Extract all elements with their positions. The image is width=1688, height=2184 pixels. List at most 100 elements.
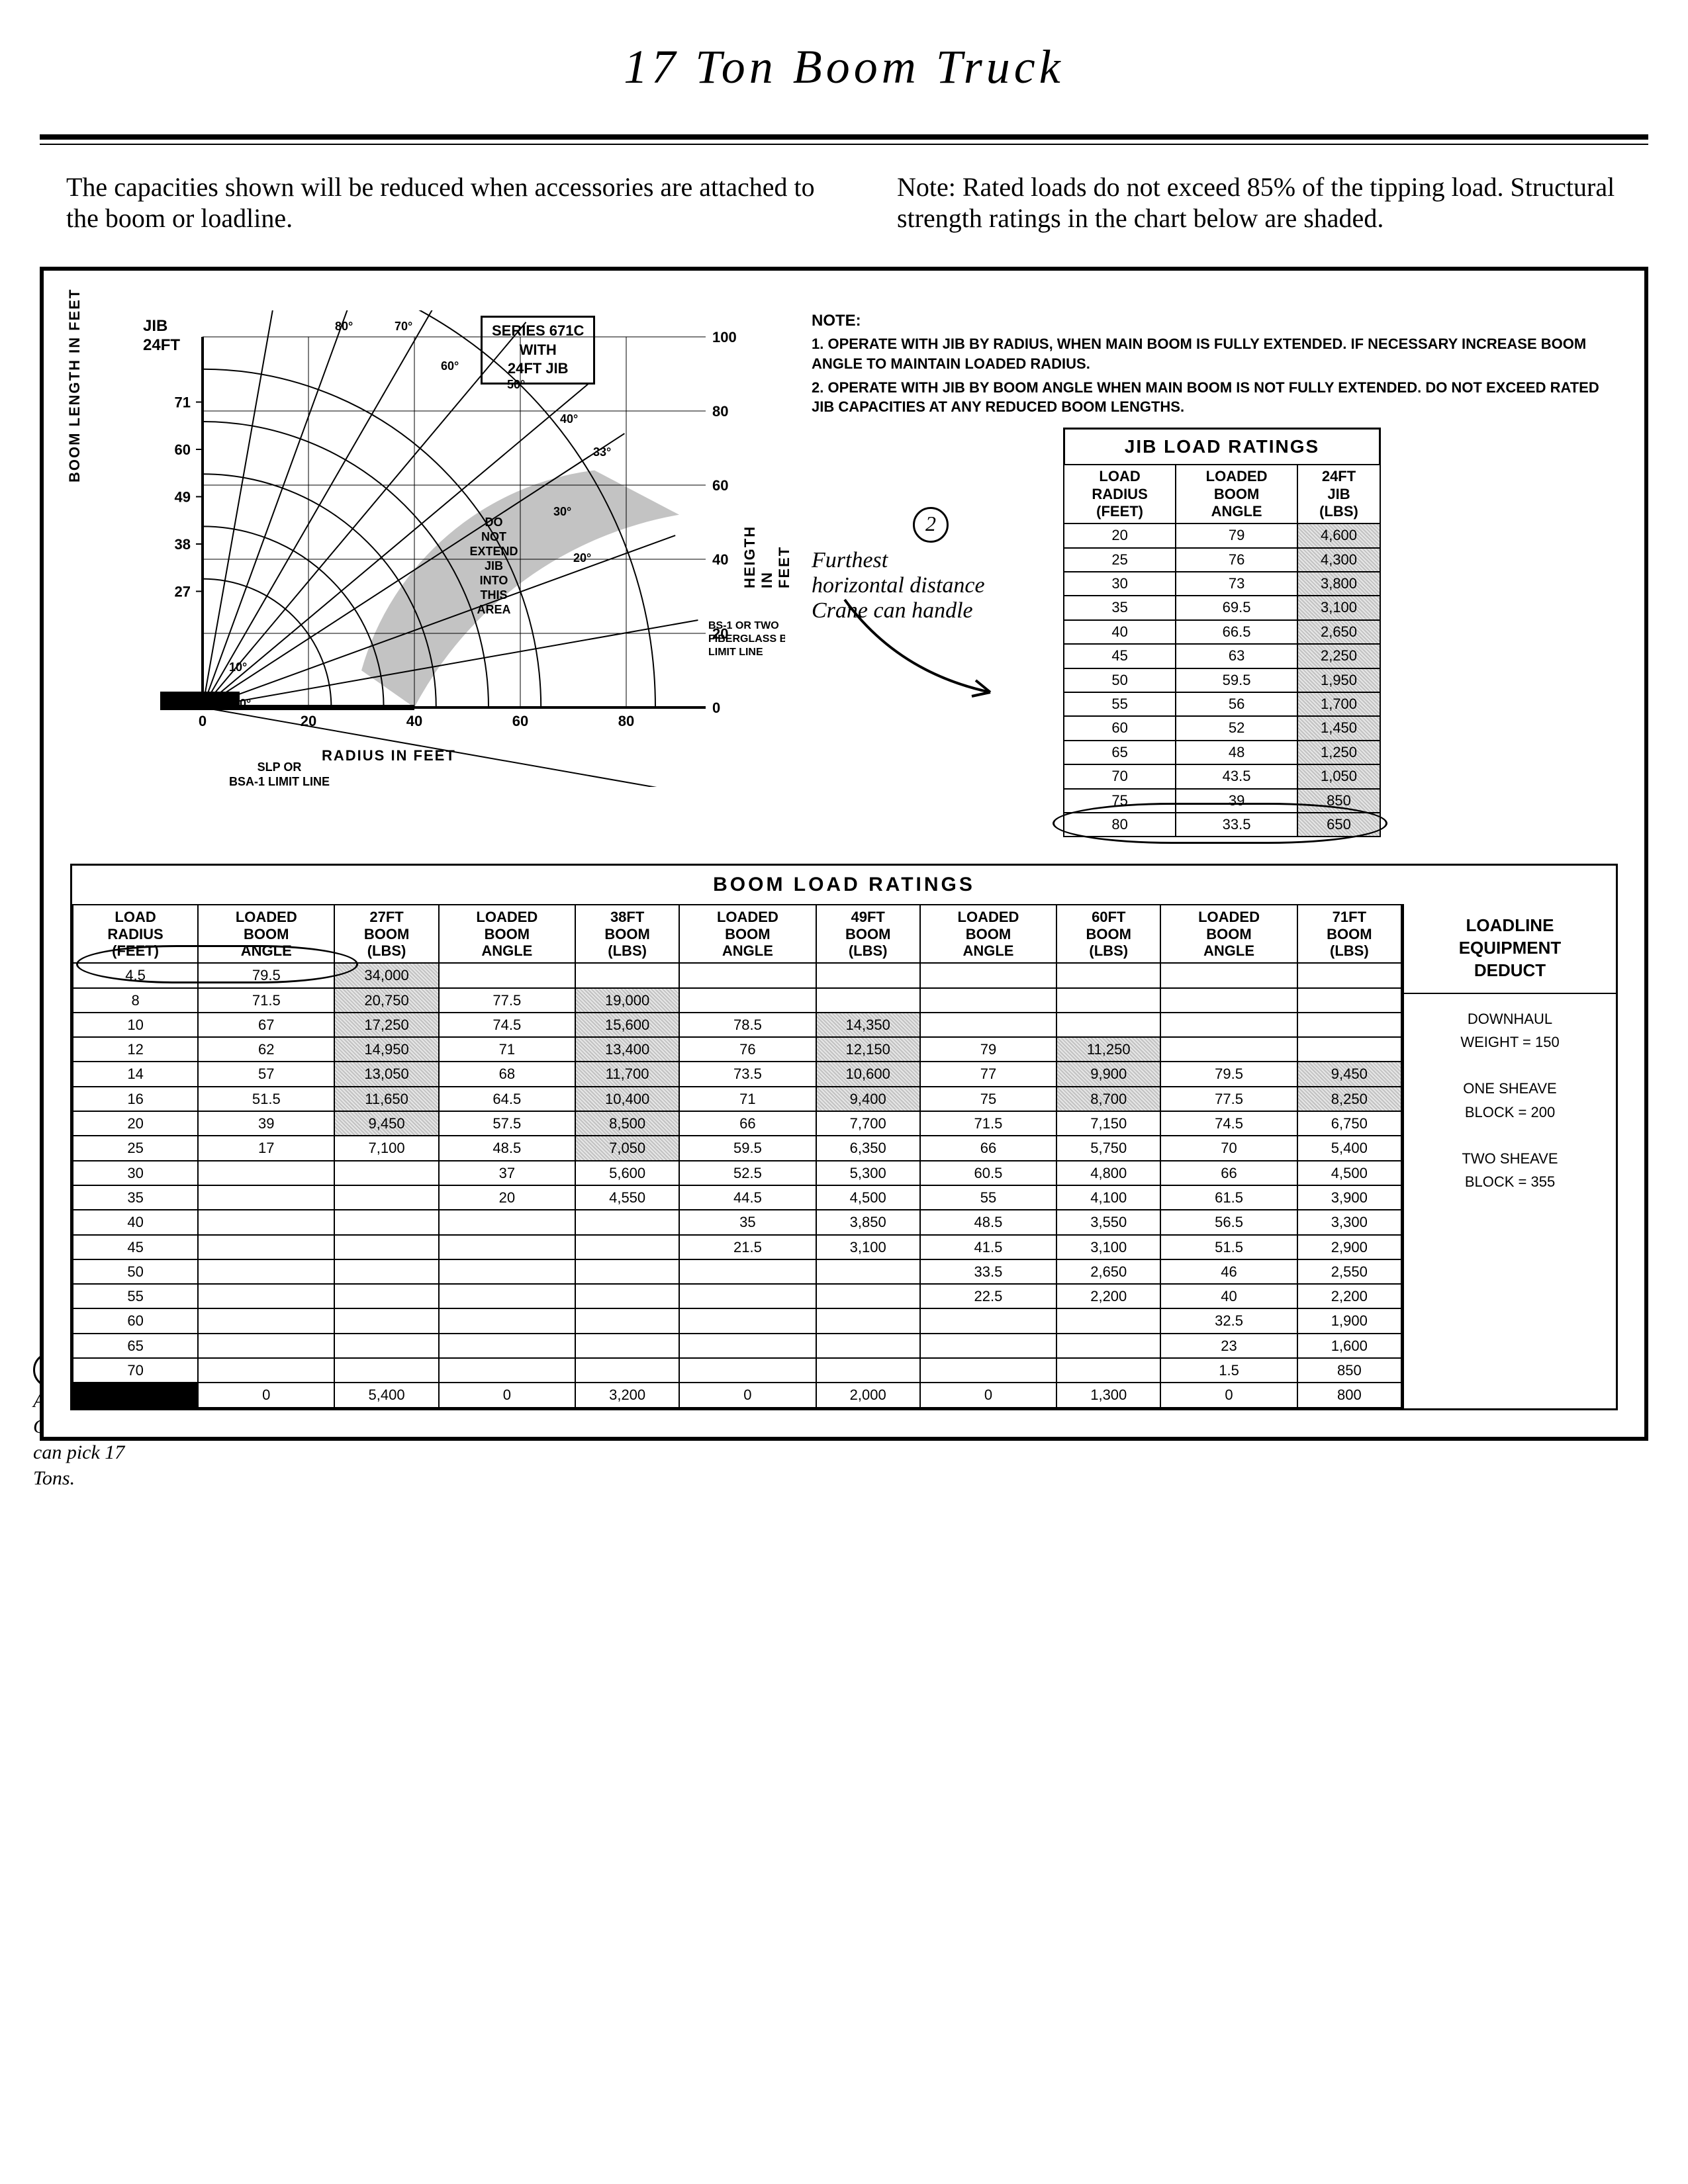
- jib-cell: 1,050: [1297, 764, 1380, 788]
- jib-cell: 48: [1176, 741, 1297, 764]
- boom-cell: [1056, 1358, 1160, 1383]
- boom-cell: [334, 1235, 438, 1259]
- boom-cell: [334, 1334, 438, 1358]
- boom-cell: 71: [679, 1087, 816, 1111]
- boom-cell: 3,300: [1297, 1210, 1401, 1234]
- boom-cell: 3,550: [1056, 1210, 1160, 1234]
- boom-cell: 76: [679, 1037, 816, 1062]
- boom-cell: 71: [439, 1037, 575, 1062]
- boom-cell: [198, 1161, 334, 1185]
- boom-cell: 14: [73, 1062, 198, 1086]
- boom-cell: [920, 988, 1056, 1013]
- boom-cell: 4,500: [816, 1185, 920, 1210]
- jib-cell: 55: [1064, 692, 1176, 716]
- intro-row: The capacities shown will be reduced whe…: [66, 171, 1648, 234]
- boom-cell: 45: [73, 1235, 198, 1259]
- chart-outer-frame: BOOM LENGTH IN FEET HEIGTH IN FEET JIB 2…: [40, 267, 1648, 1441]
- jib-cell: 69.5: [1176, 596, 1297, 619]
- boom-cell: 7,150: [1056, 1111, 1160, 1136]
- jib-cell: 76: [1176, 548, 1297, 572]
- boom-row: 145713,0506811,70073.510,600779,90079.59…: [73, 1062, 1401, 1086]
- boom-row: 35204,55044.54,500554,10061.53,900: [73, 1185, 1401, 1210]
- boom-cell: 48.5: [920, 1210, 1056, 1234]
- hand-ring-jib-80: [1053, 803, 1387, 844]
- jib-cell: 2,250: [1297, 644, 1380, 668]
- jib-cell: 59.5: [1176, 668, 1297, 692]
- boom-cell: 17,250: [334, 1013, 438, 1037]
- arrow-icon: [838, 593, 1010, 712]
- boom-row: 1651.511,65064.510,400719,400758,70077.5…: [73, 1087, 1401, 1111]
- boom-cell: 51.5: [198, 1087, 334, 1111]
- jib-table-title: JIB LOAD RATINGS: [1063, 428, 1381, 464]
- boom-row: 6032.51,900: [73, 1308, 1401, 1333]
- boom-cell: 77.5: [439, 988, 575, 1013]
- boom-cell: [920, 1308, 1056, 1333]
- boom-title: BOOM LOAD RATINGS: [72, 866, 1616, 904]
- boom-row: 106717,25074.515,60078.514,350: [73, 1013, 1401, 1037]
- svg-text:60°: 60°: [441, 359, 459, 373]
- boom-cell: 25: [73, 1136, 198, 1160]
- deduct-line: ONE SHEAVE: [1412, 1077, 1608, 1100]
- jib-cell: 4,300: [1297, 548, 1380, 572]
- boom-cell: [439, 1259, 575, 1284]
- boom-col-header: 60FT BOOM (LBS): [1056, 905, 1160, 963]
- jib-cell: 66.5: [1176, 620, 1297, 644]
- svg-text:80: 80: [712, 403, 728, 420]
- boom-cell: 57.5: [439, 1111, 575, 1136]
- jib-row: 60521,450: [1064, 716, 1380, 740]
- boom-cell: [920, 963, 1056, 987]
- boom-row: 05,40003,20002,00001,3000800: [73, 1383, 1401, 1407]
- jib-cell: 50: [1064, 668, 1176, 692]
- svg-text:0: 0: [199, 713, 207, 729]
- boom-cell: 10: [73, 1013, 198, 1037]
- boom-cell: 12,150: [816, 1037, 920, 1062]
- boom-cell: 4,500: [1297, 1161, 1401, 1185]
- svg-text:-10°: -10°: [229, 697, 251, 710]
- boom-cell: 44.5: [679, 1185, 816, 1210]
- boom-cell: 9,400: [816, 1087, 920, 1111]
- boom-row: 40353,85048.53,55056.53,300: [73, 1210, 1401, 1234]
- jib-col-header: LOADED BOOM ANGLE: [1176, 465, 1297, 523]
- boom-cell: 79.5: [1160, 1062, 1297, 1086]
- jib-cell: 52: [1176, 716, 1297, 740]
- boom-cell: 4,550: [575, 1185, 679, 1210]
- boom-cell: 6,350: [816, 1136, 920, 1160]
- boom-cell: 8,700: [1056, 1087, 1160, 1111]
- boom-row: 30375,60052.55,30060.54,800664,500: [73, 1161, 1401, 1185]
- boom-cell: 22.5: [920, 1284, 1056, 1308]
- boom-cell: [816, 1284, 920, 1308]
- boom-cell: 78.5: [679, 1013, 816, 1037]
- boom-cell: [198, 1185, 334, 1210]
- boom-cell: 10,600: [816, 1062, 920, 1086]
- boom-cell: 7,050: [575, 1136, 679, 1160]
- jib-cell: 65: [1064, 741, 1176, 764]
- jib-cell: 1,250: [1297, 741, 1380, 764]
- boom-cell: 33.5: [920, 1259, 1056, 1284]
- jib-row: 3569.53,100: [1064, 596, 1380, 619]
- notes-block: NOTE: 1. OPERATE WITH JIB BY RADIUS, WHE…: [812, 310, 1618, 417]
- boom-cell: [1160, 988, 1297, 1013]
- boom-cell: 65: [73, 1334, 198, 1358]
- boom-cell: 46: [1160, 1259, 1297, 1284]
- boom-cell: 51.5: [1160, 1235, 1297, 1259]
- boom-cell: 52.5: [679, 1161, 816, 1185]
- page-title-hand: 17 Ton Boom Truck: [40, 40, 1648, 95]
- boom-cell: [1297, 988, 1401, 1013]
- boom-cell: [1056, 1334, 1160, 1358]
- boom-cell: 73.5: [679, 1062, 816, 1086]
- boom-cell: 39: [198, 1111, 334, 1136]
- boom-cell: [1056, 1013, 1160, 1037]
- boom-cell: [575, 1210, 679, 1234]
- boom-cell: [334, 1161, 438, 1185]
- svg-text:49: 49: [175, 489, 191, 506]
- hand-ring-row-4-5: [76, 945, 358, 983]
- boom-cell: [920, 1358, 1056, 1383]
- jib-cell: 3,800: [1297, 572, 1380, 596]
- boom-cell: [334, 1210, 438, 1234]
- jib-cell: 35: [1064, 596, 1176, 619]
- jib-cell: 60: [1064, 716, 1176, 740]
- jib-cell: 2,650: [1297, 620, 1380, 644]
- boom-cell: 13,050: [334, 1062, 438, 1086]
- boom-cell: 3,900: [1297, 1185, 1401, 1210]
- jib-cell: 79: [1176, 523, 1297, 547]
